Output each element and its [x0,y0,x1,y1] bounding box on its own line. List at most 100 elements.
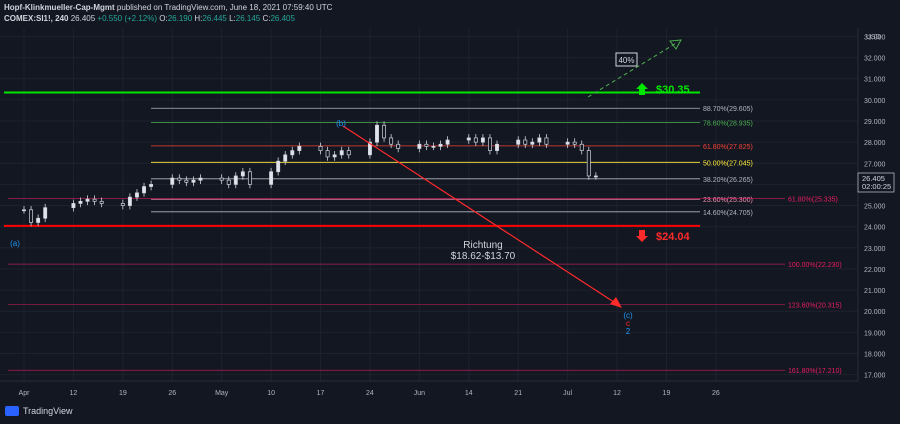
up-arrow-icon [636,83,648,95]
ext-label: 161.80%(17.210) [788,368,842,375]
level-lines: 88.70%(29.605) 78.60%(28.935) 61.80%(27.82… [4,91,842,375]
time-axis[interactable]: Apr 12 19 26 May 10 17 24 Jun 14 21 Jul 12 19 26 [0,380,858,397]
candle-body [184,179,189,183]
x-tick-label: Apr [19,390,31,397]
candle-body [240,171,245,177]
x-tick-label: 12 [70,390,78,397]
last-price-tag-value: 26.405 [862,174,885,183]
direction-arrow[interactable] [342,125,621,307]
candle-body [544,137,549,145]
candle-body [22,209,26,212]
y-tick-label: 18.000 [864,352,886,359]
candle-body [191,179,196,183]
open-value: 26.190 [167,14,193,23]
upside-label: 40% [618,56,634,65]
fib-label: 14.60%(24.705) [703,210,753,217]
y-tick-label: 33.000 [864,34,886,41]
candle-body [488,137,492,151]
candle-body [367,141,372,156]
candle-body [523,139,528,145]
x-tick-label: May [215,390,229,397]
candle-body [445,139,450,145]
direction-arrow-head [610,297,622,308]
wave-c-blue-label: (c) [623,311,633,320]
price-change: +0.550 (+2.12%) [97,14,158,23]
note-range: $18.62-$13.70 [451,251,516,262]
y-tick-label: 27.000 [864,161,886,168]
x-tick-label: 24 [366,390,374,397]
price-candles [22,121,598,227]
fib-label: 23.60%(25.300) [703,197,753,204]
price-axis[interactable]: USD 17.000 18.000 19.000 20.000 21.000 22.000… [857,28,886,381]
low-value: 26.145 [235,14,261,23]
candle-body [572,141,577,145]
candle-body [233,175,238,185]
candle-body [466,137,471,141]
y-tick-label: 23.000 [864,246,886,253]
candle-body [78,200,83,204]
candle-body [382,124,387,139]
upside-arrow-head [669,39,682,50]
y-tick-label: 21.000 [864,288,886,295]
candle-body [586,150,591,177]
x-tick-label: 21 [514,390,522,397]
last-price: 26.405 [70,14,96,23]
upside-label-box [615,52,638,67]
candle-body [99,200,104,204]
x-tick-label: 12 [613,390,621,397]
candle-body [473,137,478,143]
candle-body [177,177,182,181]
note-title: Richtung [463,240,502,251]
ext-label: 61.80%(25.335) [788,196,838,203]
candle-body [276,160,281,173]
low-label: L: [229,14,236,23]
candle-body [219,177,224,181]
fib-label: 61.80%(27.825) [703,144,753,151]
high-value: 26.445 [202,14,227,23]
y-tick-label: 29.000 [864,119,886,126]
candle-body [43,207,48,219]
candle-body [579,143,584,151]
x-tick-label: 26 [168,390,176,397]
candle-body [375,124,379,143]
candle-body [170,177,175,185]
tradingview-brand: TradingView [23,406,73,416]
x-tick-label: 26 [712,390,720,397]
close-value: 26.405 [270,14,295,23]
upside-arrow[interactable] [587,41,679,98]
wave-two-label: 2 [626,327,631,336]
y-tick-label: 20.000 [864,309,886,316]
candle-body [71,203,76,209]
candle-body [495,143,499,151]
x-tick-label: Jul [563,390,572,397]
candle-body [92,198,97,202]
candle-body [516,139,521,145]
candle-body [120,203,125,206]
x-tick-label: 19 [663,390,671,397]
symbol-label[interactable]: COMEX:SI1!, 240 [4,14,69,23]
lower-target-label: $24.04 [656,231,691,243]
fib-label: 88.70%(29.605) [703,106,753,113]
candle-body [36,217,41,223]
symbol-line: COMEX:SI1!, 240 26.405 +0.550 (+2.12%) O… [4,13,332,24]
candle-body [247,171,252,185]
wave-c-red-label: c [626,319,630,328]
candle-body [142,186,146,194]
countdown-timer: 02:00:25 [862,182,891,191]
publisher-name[interactable]: Hopf-Klinkmueller-Cap-Mgmt [4,3,115,12]
candle-body [226,179,231,185]
candle-body [396,143,401,149]
last-price-tag: 26.405 02:00:25 [857,172,895,193]
open-label: O: [159,14,168,23]
x-tick-label: 10 [267,390,275,397]
tradingview-logo[interactable]: TradingView [5,406,73,416]
ext-label: 100.00%(22.230) [788,262,842,269]
publisher-line: Hopf-Klinkmueller-Cap-Mgmt published on … [4,2,332,13]
y-tick-label: 19.000 [864,330,886,337]
candle-body [135,192,139,198]
x-tick-label: 14 [465,390,473,397]
ext-label: 123.60%(20.315) [788,303,842,310]
high-label: H: [194,14,203,23]
candle-body [480,137,485,143]
